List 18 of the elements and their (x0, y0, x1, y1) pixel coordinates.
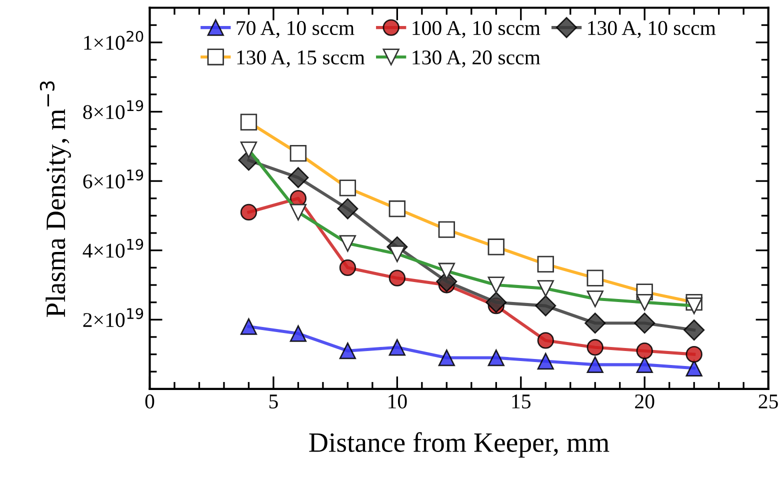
x-tick-label: 20 (635, 394, 654, 408)
x-axis-title: Distance from Keeper, mm (309, 432, 610, 458)
x-tick-label: 10 (388, 394, 407, 408)
x-tick-label: 15 (512, 394, 530, 408)
x-tick-label: 5 (269, 394, 278, 408)
legend-label: 130 A, 10 sccm (588, 20, 716, 38)
x-tick-label: 0 (145, 394, 154, 408)
y-axis-title: Plasma Density, m$^{−3}$ (40, 81, 71, 318)
y-tick-label: 1×10$^{20}$ (84, 30, 144, 50)
y-tick-label: 6×10$^{19}$ (83, 169, 144, 188)
legend-label: 70 A, 10 sccm (236, 20, 354, 38)
y-tick-label: 2×10$^{19}$ (83, 308, 144, 328)
x-tick-label: 25 (758, 394, 778, 408)
legend-label: 100 A, 10 sccm (412, 20, 540, 38)
y-tick-label: 8×10$^{19}$ (83, 100, 144, 120)
y-tick-label: 4×10$^{19}$ (82, 238, 144, 258)
legend-label: 130 A, 20 sccm (412, 50, 540, 68)
legend-label: 130 A, 15 sccm (237, 50, 365, 68)
